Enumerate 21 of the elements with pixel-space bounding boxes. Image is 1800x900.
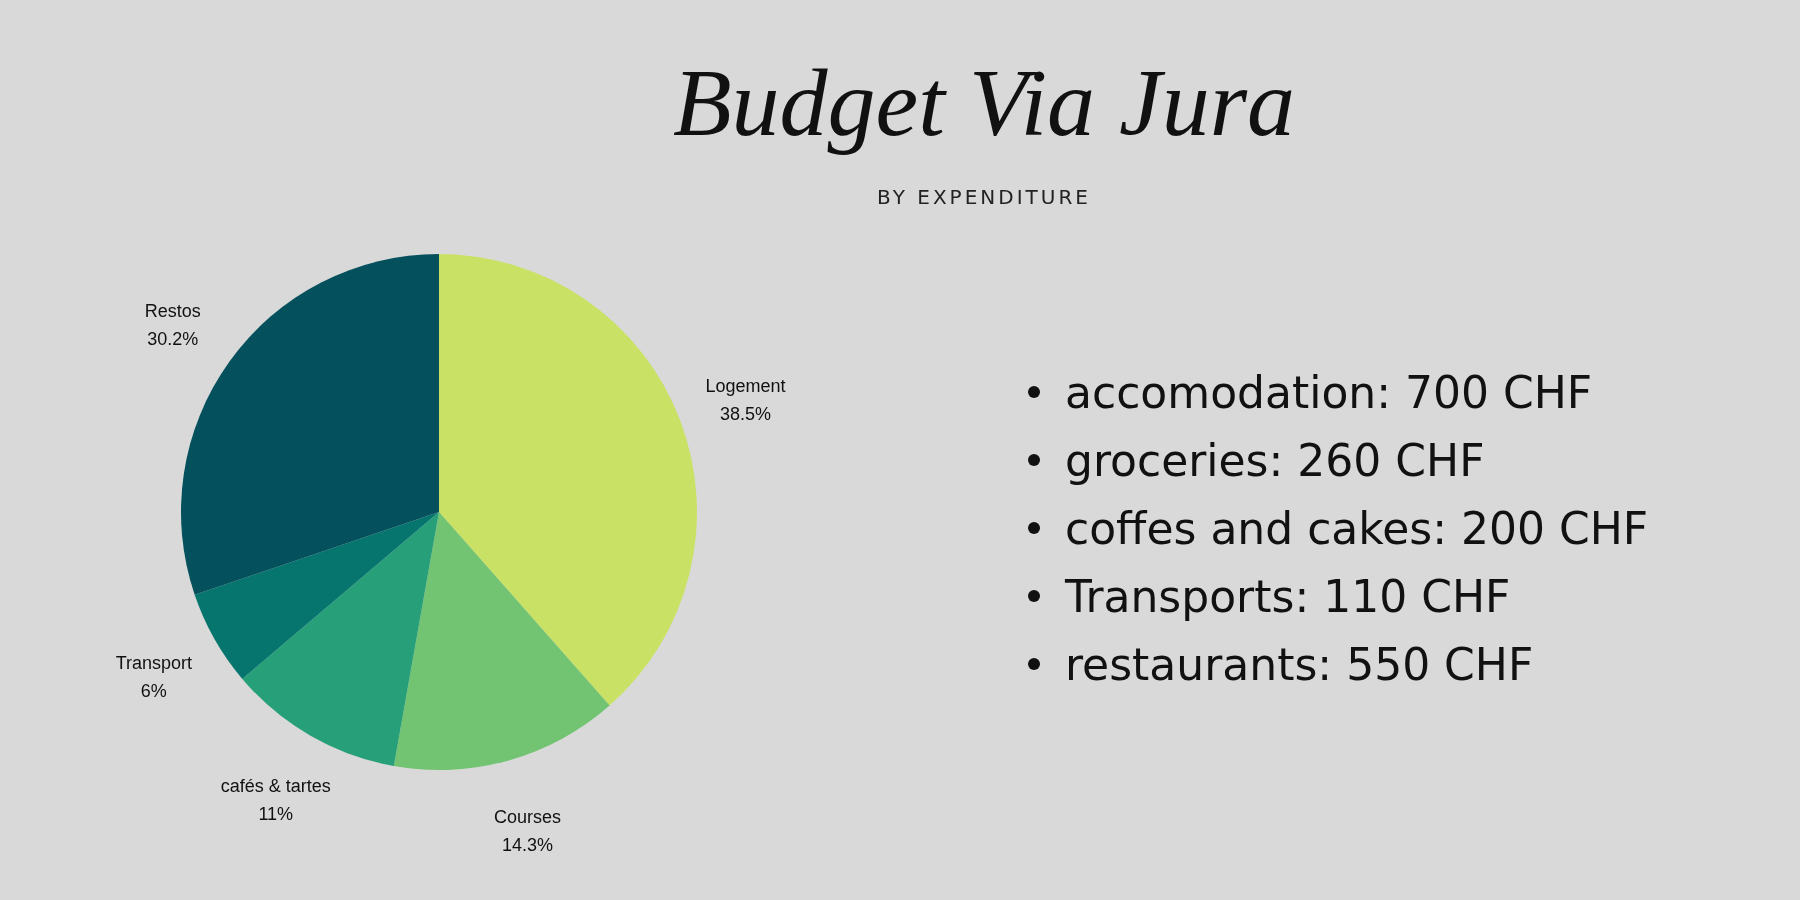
data-label: 11% xyxy=(258,804,294,825)
pie-slice xyxy=(439,254,697,706)
slice-label: Logement xyxy=(705,376,786,397)
data-label: 38.5% xyxy=(719,404,772,425)
data-label: 6% xyxy=(140,681,167,702)
text: Budget Via Jura xyxy=(672,49,1296,156)
text: groceries: 260 CHF xyxy=(1065,435,1485,486)
slice-label: Courses xyxy=(493,807,561,828)
slice-label: cafés & tartes xyxy=(220,776,331,797)
data-label: 30.2% xyxy=(147,329,199,350)
slice-label: Restos xyxy=(144,301,201,322)
text: coffes and cakes: 200 CHF xyxy=(1065,503,1649,554)
text: accomodation: 700 CHF xyxy=(1065,367,1593,418)
text: BY EXPENDITURE xyxy=(877,185,1091,209)
slice-label: Transport xyxy=(115,653,193,674)
text: Transports: 110 CHF xyxy=(1064,571,1511,622)
data-label: 14.3% xyxy=(501,835,553,856)
pie-slice xyxy=(242,512,439,767)
pie-slice xyxy=(194,512,439,679)
text: restaurants: 550 CHF xyxy=(1065,639,1534,690)
pie-slice xyxy=(393,512,610,770)
